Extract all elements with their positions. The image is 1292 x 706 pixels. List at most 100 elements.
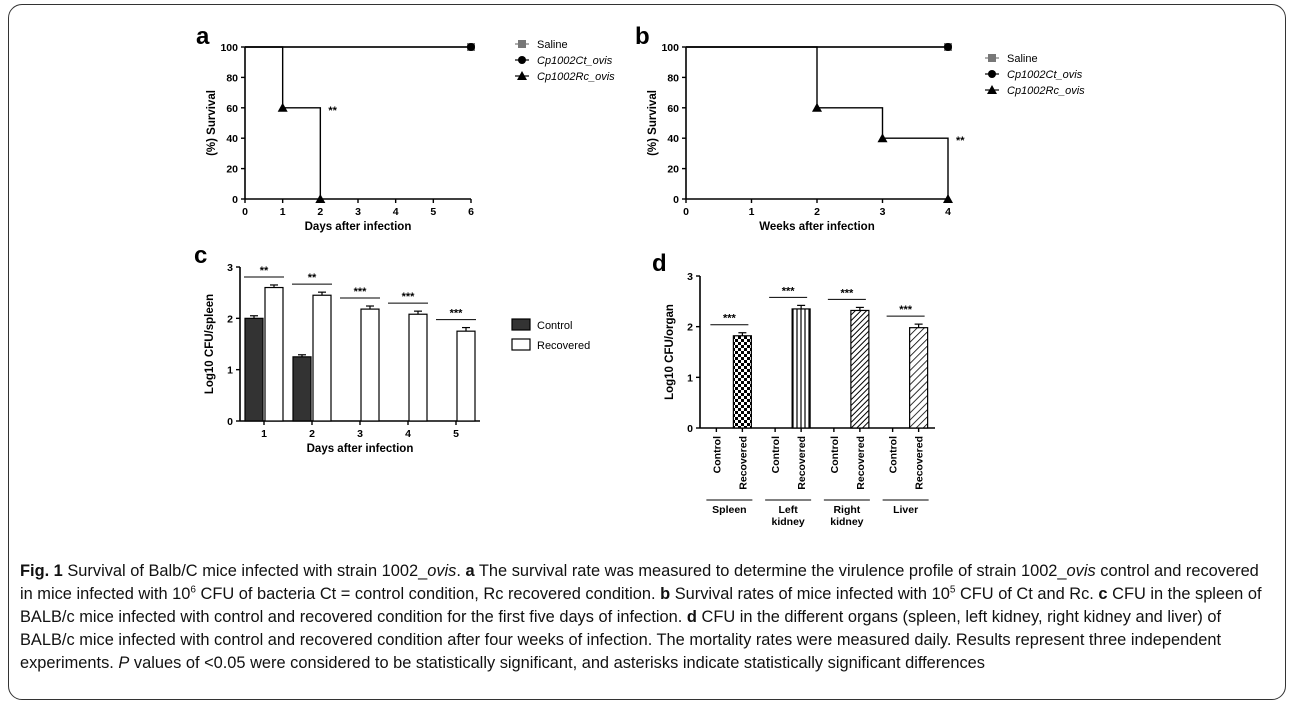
- legend-marker: [518, 56, 526, 64]
- legend-marker: [987, 85, 997, 94]
- x-tick-label: Control: [711, 436, 723, 473]
- bar-recovered: [850, 309, 870, 429]
- x-tick-label: 1: [280, 206, 286, 218]
- caption-fig-label: Fig. 1: [20, 562, 63, 580]
- bar-recovered: [732, 335, 752, 429]
- data-point: [812, 102, 822, 112]
- panel-label: a: [196, 23, 210, 50]
- caption-a-sup: 6: [190, 584, 196, 596]
- caption-b-text: Survival rates of mice infected with 10: [674, 585, 950, 603]
- x-tick-label: Recovered: [914, 436, 926, 490]
- caption-b-sup: 5: [949, 584, 956, 596]
- y-axis-label: Log10 CFU/organ: [664, 304, 676, 400]
- group-label: kidney: [830, 516, 863, 528]
- series-line-3: [245, 46, 322, 199]
- y-tick-label: 0: [232, 194, 238, 206]
- caption-a-text: The survival rate was measured to determ…: [478, 562, 1067, 580]
- legend-label: Saline: [537, 39, 568, 51]
- y-tick-label: 0: [227, 416, 233, 428]
- significance-label: ***: [899, 304, 913, 316]
- significance-label: ***: [723, 313, 737, 325]
- legend-swatch: [511, 338, 531, 351]
- caption-p-text: values of <0.05 were considered to be st…: [133, 654, 985, 672]
- significance-label: **: [260, 265, 269, 277]
- x-tick-label: Recovered: [796, 436, 808, 490]
- panel-label: c: [194, 242, 207, 269]
- legend-swatch: [511, 318, 531, 331]
- group-label: Right: [833, 504, 860, 516]
- legend-marker: [988, 54, 996, 62]
- caption-d-label: d: [686, 608, 697, 626]
- x-tick-label: 4: [945, 206, 951, 218]
- figure-frame: [8, 4, 1286, 700]
- caption-title-italic: ovis: [427, 562, 457, 580]
- legend-marker: [988, 70, 996, 78]
- legend-label: Cp1002Ct_ovis: [1007, 69, 1083, 81]
- data-point: [315, 194, 326, 203]
- legend-label: Control: [537, 320, 572, 332]
- significance-label: ***: [402, 291, 416, 303]
- x-axis-label: Weeks after infection: [759, 221, 874, 233]
- bar-recovered: [791, 308, 811, 429]
- group-label: Liver: [893, 504, 918, 516]
- y-tick-label: 20: [667, 164, 679, 176]
- x-tick-label: 4: [393, 206, 399, 218]
- y-tick-label: 100: [220, 42, 238, 54]
- data-point: [277, 102, 288, 112]
- x-axis-label: Days after infection: [307, 443, 414, 455]
- caption-c-label: c: [1098, 585, 1108, 603]
- y-tick-label: 1: [227, 365, 233, 377]
- caption-title-end: .: [456, 562, 461, 580]
- legend-label: Saline: [1007, 53, 1038, 65]
- x-tick-label: 2: [814, 206, 820, 218]
- x-tick-label: 4: [405, 428, 411, 440]
- x-tick-label: 3: [880, 206, 886, 218]
- caption-c-text: CFU in the spleen of BALB/c mice infecte…: [20, 585, 1262, 626]
- x-tick-label: 1: [261, 428, 267, 440]
- y-axis-label: (%) Survival: [647, 90, 659, 156]
- y-tick-label: 1: [687, 372, 693, 384]
- bar-recovered: [360, 308, 380, 422]
- series-line-3: [686, 46, 949, 199]
- data-point: [877, 133, 888, 143]
- y-tick-label: 2: [227, 313, 233, 325]
- legend-label: Cp1002Rc_ovis: [537, 71, 615, 83]
- group-label: kidney: [771, 516, 804, 528]
- y-tick-label: 40: [226, 133, 238, 145]
- x-tick-label: Control: [888, 436, 900, 473]
- significance-label: **: [308, 272, 317, 284]
- panel-label: b: [635, 23, 650, 50]
- y-tick-label: 2: [687, 322, 693, 334]
- y-axis-label: (%) Survival: [206, 90, 218, 156]
- legend-label: Cp1002Ct_ovis: [537, 55, 613, 67]
- y-tick-label: 0: [687, 423, 693, 435]
- group-label: Left: [779, 504, 799, 516]
- y-axis-label: Log10 CFU/spleen: [204, 294, 216, 394]
- caption-a-label: a: [465, 562, 475, 580]
- x-tick-label: 2: [309, 428, 315, 440]
- caption-a-text-3: CFU of bacteria Ct = control condition, …: [200, 585, 656, 603]
- y-tick-label: 3: [227, 262, 233, 274]
- significance-label: **: [956, 135, 965, 147]
- data-point: [943, 194, 953, 203]
- legend-label: Cp1002Rc_ovis: [1007, 85, 1085, 97]
- panel-d-organ-bar-chart: d 0 1 2 3 Log10 CFU/organ *** Control Recovered S…: [652, 250, 935, 528]
- caption-b-label: b: [660, 585, 671, 603]
- caption-d-text: CFU in the different organs (spleen, lef…: [20, 608, 1222, 672]
- panel-a-survival-chart: a 0 20 40 60 80 100 0 1 2 3 4 5 6 Days after infection…: [196, 23, 615, 233]
- panel-label: d: [652, 250, 667, 277]
- significance-label: ***: [840, 287, 854, 299]
- x-tick-label: 6: [468, 206, 474, 218]
- y-tick-label: 60: [667, 103, 679, 115]
- data-point: [467, 43, 475, 51]
- bar-control: [244, 317, 264, 422]
- x-tick-label: Control: [770, 436, 782, 473]
- y-tick-label: 3: [687, 271, 693, 283]
- significance-label: ***: [782, 285, 796, 297]
- x-tick-label: Recovered: [737, 436, 749, 490]
- x-axis-label: Days after infection: [305, 221, 412, 233]
- data-point: [944, 43, 952, 51]
- significance-label: ***: [450, 308, 464, 320]
- y-tick-label: 20: [226, 164, 238, 176]
